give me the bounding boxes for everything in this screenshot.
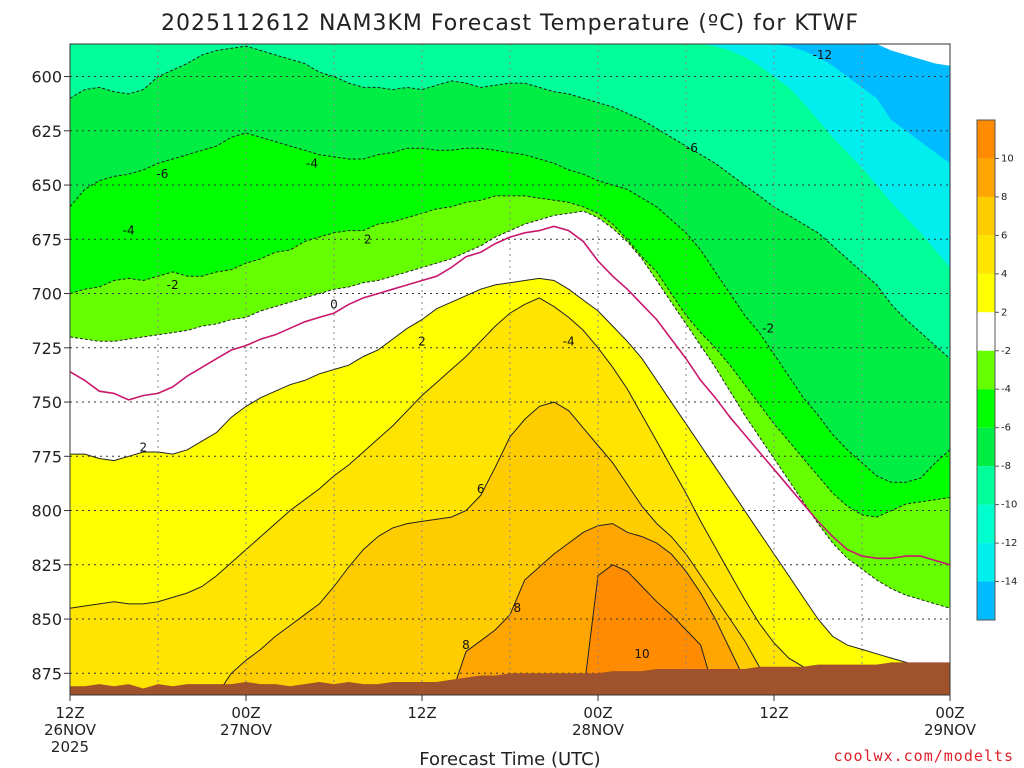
y-tick-label: 800 [31,502,62,521]
colorbar-label: 10 [1001,153,1014,164]
colorbar-label: -10 [1001,500,1017,511]
y-tick-label: 825 [31,556,62,575]
x-tick-label: 28NOV [572,721,625,739]
colorbar-swatch [977,389,995,428]
chart-title: 2025112612 NAM3KM Forecast Temperature (… [161,11,859,36]
colorbar-swatch [977,235,995,274]
contour-label: -4 [306,156,318,170]
contour-label: 10 [634,647,649,661]
contour-label: -2 [167,278,179,292]
ground-fill [70,662,950,695]
x-tick-label: 27NOV [220,721,273,739]
temp-band [70,523,950,695]
credit-link[interactable]: coolwx.com/modelts [833,747,1014,765]
contour-label: 6 [477,482,485,496]
colorbar-label: 6 [1001,230,1007,241]
colorbar-swatch [977,543,995,582]
colorbar-swatch [977,581,995,620]
colorbar-label: -4 [1001,384,1011,395]
x-tick-label: 12Z [759,704,788,722]
y-tick-label: 775 [31,447,62,466]
contour-label: -12 [813,48,833,62]
colorbar-label: 8 [1001,192,1007,203]
x-tick-label: 2025 [51,738,89,756]
y-tick-label: 875 [31,664,62,683]
y-axis: 600 625 650 675 700 725 750 775 800 825 850 875 [31,68,70,683]
contour-label: 8 [514,601,522,615]
colorbar-swatch [977,273,995,313]
plot-frame [69,43,951,696]
x-tick-label: 00Z [935,704,964,722]
colorbar-label: -12 [1001,538,1017,549]
contour-label: -2 [762,321,774,335]
colorbar-swatch [977,350,995,390]
colorbar-swatch [977,504,995,544]
colorbar-label: 4 [1001,269,1007,280]
contour-label: 8 [462,638,470,652]
x-tick-label: 00Z [231,704,260,722]
y-tick-label: 700 [31,285,62,304]
colorbar-swatch [977,312,995,351]
zero-isotherm [70,225,950,566]
y-tick-label: 725 [31,339,62,358]
contour-label: -4 [563,334,575,348]
colorbar: 10 8 6 4 2 -2 -4 -6 -8 -10 -12 -14 [976,119,1017,621]
colorbar-label: 2 [1001,307,1007,318]
contour-label: -4 [123,224,135,238]
x-tick-label: 12Z [407,704,436,722]
contour-label: -6 [156,167,168,181]
colorbar-swatch [977,120,995,159]
x-tick-label: 12Z [55,704,84,722]
colorbar-swatch [977,466,995,505]
colorbar-swatch [977,196,995,236]
colorbar-frame [976,119,996,621]
colorbar-label: -2 [1001,346,1011,357]
colorbar-swatch [977,427,995,467]
contour-label: 2 [140,441,148,455]
contour-label: 0 [330,297,338,311]
colorbar-swatch [977,158,995,197]
contour-label: 2 [418,334,426,348]
x-axis-title: Forecast Time (UTC) [419,749,600,768]
contour-label: 2 [364,232,372,246]
x-tick-label: 00Z [583,704,612,722]
x-tick-label: 29NOV [924,721,977,739]
colorbar-label: -6 [1001,423,1011,434]
colorbar-label: -8 [1001,461,1011,472]
contour-label: -6 [686,141,698,155]
y-tick-label: 675 [31,230,62,249]
colorbar-label: -14 [1001,577,1017,588]
contour-labels: -12 -6 -4 -4 -6 -2 2 -2 0 2 -4 2 6 8 8 10 [123,48,833,661]
y-tick-label: 625 [31,122,62,141]
y-tick-label: 600 [31,68,62,87]
y-tick-label: 850 [31,610,62,629]
y-tick-label: 650 [31,176,62,195]
x-tick-label: 26NOV [44,721,97,739]
y-tick-label: 750 [31,393,62,412]
freezing-line [70,225,950,566]
terrain-ground [70,662,950,695]
